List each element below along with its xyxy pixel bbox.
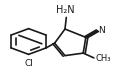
Text: H₂N: H₂N xyxy=(56,5,75,15)
Text: CH₃: CH₃ xyxy=(95,54,111,63)
Text: Cl: Cl xyxy=(25,59,34,68)
Text: N: N xyxy=(98,26,105,35)
